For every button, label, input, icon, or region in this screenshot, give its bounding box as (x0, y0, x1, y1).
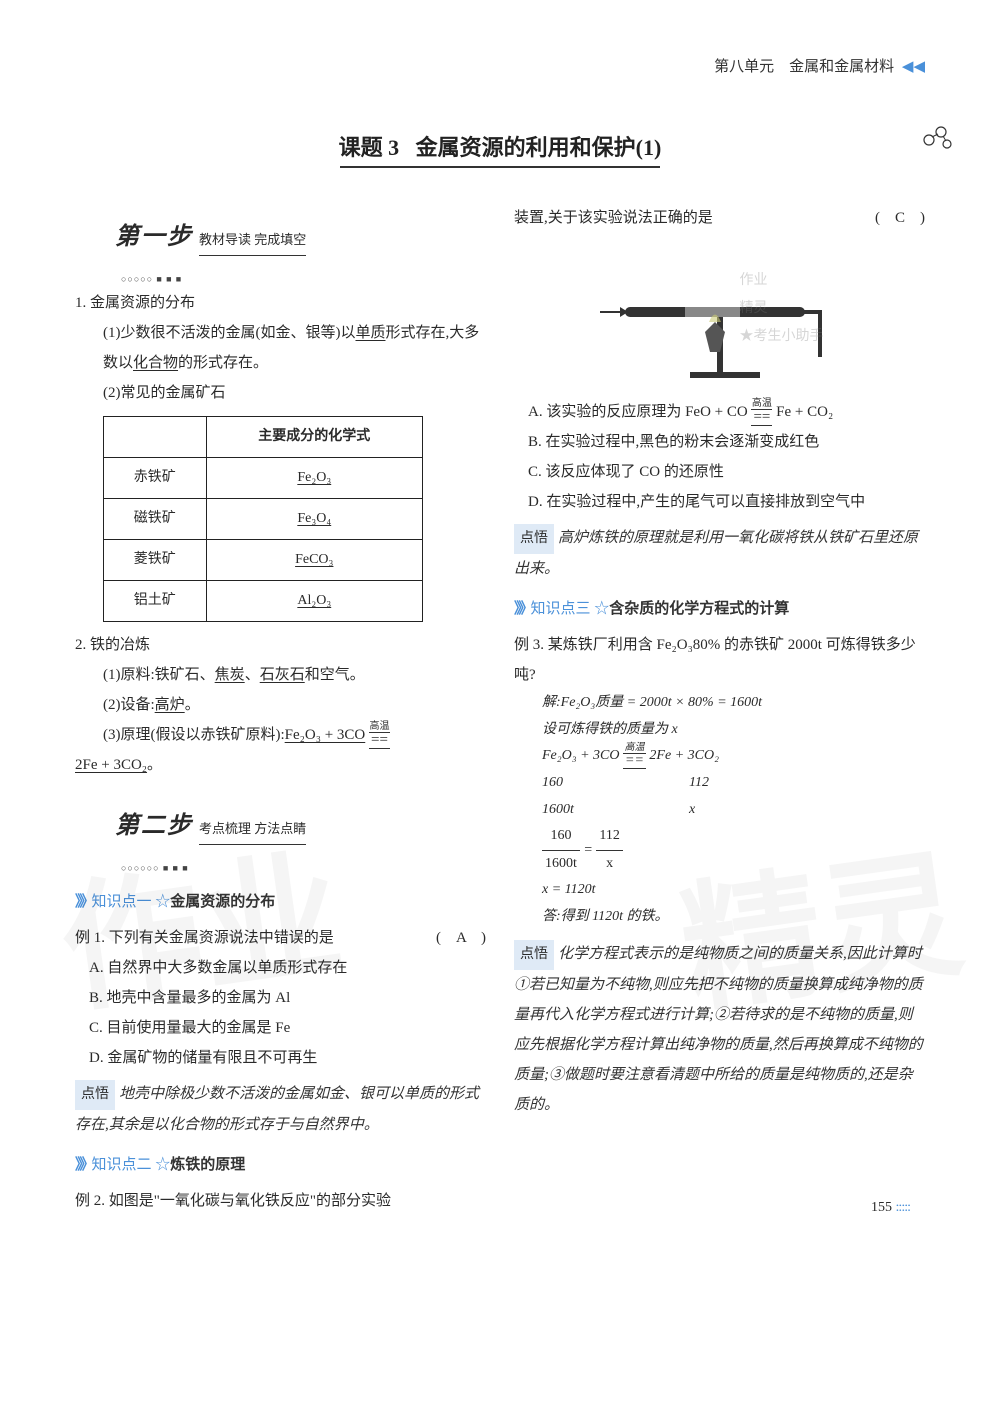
ex3-solution: 解:Fe₂O₃质量 = 2000t × 80% = 1600t 设可炼得铁的质量… (542, 690, 925, 931)
unit-title: 第八单元 金属和金属材料 (714, 59, 894, 75)
blank-huahewu: 化合物 (133, 355, 178, 371)
s1-num: 1. (75, 295, 86, 311)
step2-sub: 考点梳理 方法点睛 (199, 816, 306, 845)
fraction-left: 1601600t (542, 823, 580, 877)
dianwu2: 点悟高炉炼铁的原理就是利用一氧化碳将铁从铁矿石里还原出来。 (514, 523, 925, 584)
ex2-answer: ( C ) (875, 203, 925, 233)
apparatus-figure: 作业精灵★考生小助手 (590, 237, 850, 387)
s1-p2: (2)常见的金属矿石 (103, 378, 486, 408)
lesson-name: 金属资源的利用和保护(1) (416, 135, 662, 160)
star-icon: ☆ (155, 894, 170, 910)
step2-label: 第二步 (115, 802, 193, 850)
ex2-stem-l1: 例 2. 如图是"一氧化碳与氧化铁反应"的部分实验 (75, 1186, 486, 1216)
lesson-title: 课题 3 金属资源的利用和保护(1) (75, 130, 925, 162)
table-row: 菱铁矿FeCO₃ (104, 540, 423, 581)
th-formula: 主要成分的化学式 (206, 417, 422, 458)
dianwu1: 点悟地壳中除极少数不活泼的金属如金、银可以单质的形式存在,其余是以化合物的形式存… (75, 1079, 486, 1140)
ex3-stem: 例 3. 某炼铁厂利用含 Fe₂O₃80% 的赤铁矿 2000t 可炼得铁多少吨… (514, 630, 925, 690)
condition-icon: 高温== (623, 743, 646, 769)
table-row: 赤铁矿Fe₂O₃ (104, 458, 423, 499)
watermark-small: 作业精灵★考生小助手 (740, 267, 824, 351)
s2-num: 2. (75, 637, 86, 653)
table-header-row: 主要成分的化学式 (104, 417, 423, 458)
ex1-optD: D. 金属矿物的储量有限且不可再生 (89, 1043, 486, 1073)
step1-banner: 第一步 教材导读 完成填空 (115, 213, 486, 261)
step2-dots: ○○○○○○ ■ ■ ■ (121, 859, 486, 877)
step1-label: 第一步 (115, 213, 193, 261)
step1-sub: 教材导读 完成填空 (199, 227, 306, 256)
condition-icon: 高温== (369, 722, 390, 749)
blank-danzi: 单质 (355, 325, 385, 341)
dianwu-label: 点悟 (75, 1080, 115, 1110)
molecule-icon (919, 122, 955, 158)
header-arrow-icon: ◀◀ (902, 59, 925, 75)
ex2-optD: D. 在实验过程中,产生的尾气可以直接排放到空气中 (528, 487, 925, 517)
th-blank (104, 417, 207, 458)
s2-p3-line2: 2Fe + 3CO₂。 (75, 750, 486, 780)
ex1-optB: B. 地壳中含量最多的金属为 Al (89, 983, 486, 1013)
kp1-banner: 》》知识点一 ☆金属资源的分布 (75, 887, 486, 917)
section2: 2. 铁的冶炼 (75, 630, 486, 660)
fraction-right: 112x (596, 823, 622, 877)
left-column: 第一步 教材导读 完成填空 ○○○○○ ■ ■ ■ 1. 金属资源的分布 (1)… (75, 203, 486, 1216)
ex1-optA: A. 自然界中大多数金属以单质形式存在 (89, 953, 486, 983)
right-column: 装置,关于该实验说法正确的是 ( C ) (514, 203, 925, 1216)
step2-banner: 第二步 考点梳理 方法点睛 (115, 802, 486, 850)
ex2-optA: A. 该实验的反应原理为 FeO + CO 高温== Fe + CO₂ (528, 397, 925, 427)
page-number: 155 ::::: (871, 1200, 910, 1216)
s1-title: 金属资源的分布 (90, 295, 195, 311)
ex1-stem: 例 1. 下列有关金属资源说法中错误的是 ( A ) (75, 923, 486, 953)
dianwu-label: 点悟 (514, 524, 554, 554)
star-icon: ☆ (594, 601, 609, 617)
dianwu-label: 点悟 (514, 940, 554, 970)
kp2-banner: 》》知识点二 ☆炼铁的原理 (75, 1150, 486, 1180)
condition-icon: 高温== (751, 399, 772, 426)
page-header: 第八单元 金属和金属材料 ◀◀ (714, 55, 925, 76)
s2-p2: (2)设备:高炉。 (103, 690, 486, 720)
title-underline (340, 166, 660, 168)
s2-p1: (1)原料:铁矿石、焦炭、石灰石和空气。 (103, 660, 486, 690)
ex1-optC: C. 目前使用量最大的金属是 Fe (89, 1013, 486, 1043)
chevrons-icon: 》》 (75, 894, 92, 910)
ex1-answer: ( A ) (436, 923, 486, 953)
s2-title: 铁的冶炼 (90, 637, 150, 653)
s2-p3: (3)原理(假设以赤铁矿原料):Fe₂O₃ + 3CO 高温== (103, 720, 486, 750)
table-row: 铝土矿Al₂O₃ (104, 581, 423, 622)
kp3-banner: 》》知识点三 ☆含杂质的化学方程式的计算 (514, 594, 925, 624)
lesson-number: 课题 3 (339, 135, 400, 160)
ore-table: 主要成分的化学式 赤铁矿Fe₂O₃ 磁铁矿Fe₃O₄ 菱铁矿FeCO₃ 铝土矿A… (103, 416, 423, 622)
ex2-optC: C. 该反应体现了 CO 的还原性 (528, 457, 925, 487)
ex2-stem-l2: 装置,关于该实验说法正确的是 ( C ) (514, 203, 925, 233)
section1: 1. 金属资源的分布 (75, 288, 486, 318)
dianwu3: 点悟化学方程式表示的是纯物质之间的质量关系,因此计算时①若已知量为不纯物,则应先… (514, 939, 925, 1120)
star-icon: ☆ (155, 1157, 170, 1173)
s1-p1: (1)少数很不活泼的金属(如金、银等)以单质形式存在,大多数以化合物的形式存在。 (103, 318, 486, 378)
page-deco-icon: ::::: (896, 1200, 910, 1215)
step1-dots: ○○○○○ ■ ■ ■ (121, 270, 486, 288)
table-row: 磁铁矿Fe₃O₄ (104, 499, 423, 540)
ex2-optB: B. 在实验过程中,黑色的粉末会逐渐变成红色 (528, 427, 925, 457)
chevrons-icon: 》》 (75, 1157, 92, 1173)
chevrons-icon: 》》 (514, 601, 531, 617)
